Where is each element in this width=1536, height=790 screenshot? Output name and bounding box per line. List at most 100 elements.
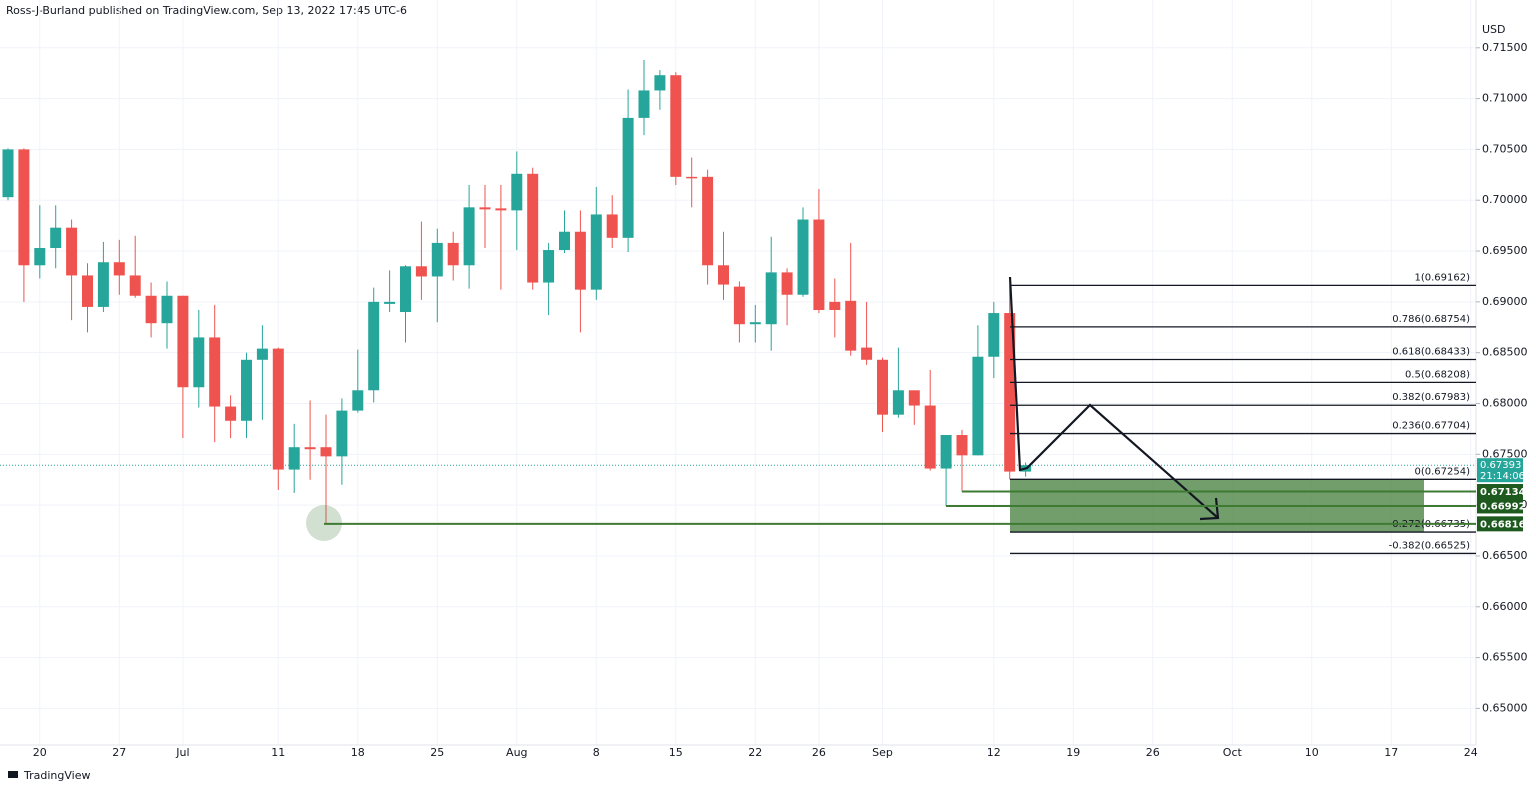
price-axis-unit: USD [1482,23,1506,36]
y-tick-label: 0.69000 [1482,295,1528,308]
candle-body [797,219,809,295]
price-tag [1477,498,1523,514]
candle-body [161,295,173,324]
candle-body [320,447,332,457]
x-tick-label: Jul [175,746,189,759]
footer-logo: TradingView [8,769,90,782]
x-tick-label: 11 [271,746,285,759]
candle-body [129,275,141,296]
last-price-label: 0.67393 [1480,460,1521,471]
candle-body [749,322,761,325]
candle-body [82,275,93,307]
candle-body [543,250,555,283]
candle-body [177,295,189,388]
x-tick-label: 10 [1305,746,1319,759]
y-tick-label: 0.67500 [1482,447,1528,460]
candle-body [256,348,268,360]
candle-body [34,247,46,266]
candle-body [606,214,618,238]
candle-body [288,447,300,470]
candle-body [892,390,904,415]
x-tick-label: 12 [987,746,1001,759]
y-tick-label: 0.70000 [1482,193,1528,206]
logo-mark [8,771,18,778]
candle-body [845,300,857,351]
candle-body [241,359,252,421]
candle-body [988,313,1000,357]
candle-body [511,173,523,211]
price-tag [1477,484,1523,500]
candle-body [50,227,62,248]
candle-body [718,265,729,285]
candle-body [1004,313,1016,472]
y-tick-label: 0.65500 [1482,651,1528,664]
x-tick-label: 19 [1066,746,1080,759]
fib-label: 0.382(0.67983) [1392,392,1470,403]
candle-body [670,75,682,177]
y-tick-label: 0.66500 [1482,549,1528,562]
y-tick-label: 0.69500 [1482,244,1528,257]
x-tick-label: 18 [351,746,365,759]
candle-body [813,219,825,310]
candle-body [940,435,952,469]
candle-body [829,301,841,310]
candle-body [304,447,316,450]
price-tag-label: 0.66992 [1480,501,1526,512]
price-tag-label: 0.66816 [1480,519,1526,530]
fib-label: 0.236(0.67704) [1392,421,1470,432]
y-tick-label: 0.70500 [1482,142,1528,155]
candle-body [861,347,873,360]
fib-label: 1(0.69162) [1414,272,1470,283]
candle-body [765,272,777,325]
candle-body [972,356,984,456]
candle-body [956,435,968,456]
arrow-head [1199,497,1220,521]
candle-body [479,207,491,210]
candle-body [97,262,109,307]
footer-brand: TradingView [23,769,90,782]
candle-body [272,348,284,470]
x-tick-label: 8 [593,746,600,759]
x-tick-label: 22 [748,746,762,759]
candle-body [638,90,650,118]
x-tick-label: Aug [506,746,527,759]
candle-body [209,337,221,407]
x-tick-label: 26 [812,746,826,759]
candle-body [193,337,205,388]
candle-body [447,242,459,266]
candle-body [574,231,586,290]
x-tick-label: 24 [1464,746,1478,759]
countdown-label: 21:14:06 [1480,471,1525,482]
x-tick-label: 25 [430,746,444,759]
x-tick-label: Sep [872,746,893,759]
candle-body [400,266,411,313]
x-tick-label: 26 [1146,746,1160,759]
candle-body [2,149,14,198]
x-tick-label: 20 [33,746,47,759]
candle-body [415,266,427,277]
fib-label: -0.382(0.66525) [1389,540,1470,551]
candle-body [495,208,507,211]
last-price-tag [1477,458,1523,483]
price-tag [1477,516,1523,532]
header-text: Ross-J-Burland published on TradingView.… [6,4,407,17]
candle-body [145,295,157,324]
grid [0,0,1476,745]
candle-body [908,390,920,406]
candle-body [368,301,380,391]
candle-body [590,214,602,290]
candle-body [686,176,698,179]
y-tick-label: 0.65000 [1482,701,1528,714]
candle-body [384,301,396,304]
x-tick-label: 17 [1384,746,1398,759]
fib-label: 0.618(0.68433) [1392,346,1470,357]
candle-body [559,231,570,251]
candle-body [463,207,475,266]
x-tick-label: 27 [112,746,126,759]
candle-body [527,173,539,283]
marks [2,59,1424,533]
candle-body [431,242,443,277]
candle-body [654,75,666,91]
y-tick-label: 0.71000 [1482,92,1528,105]
